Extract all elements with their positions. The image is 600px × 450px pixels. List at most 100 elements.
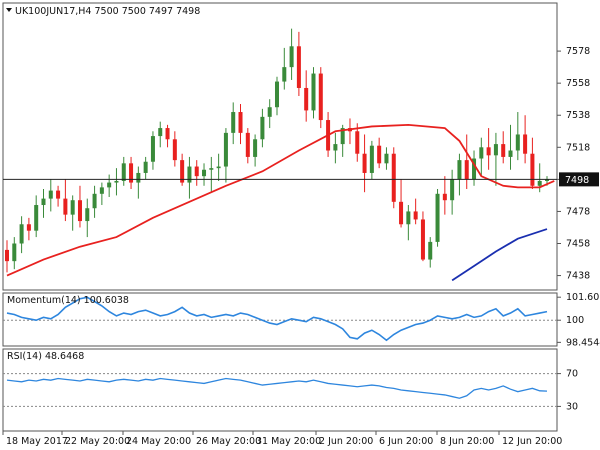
x-tick-label: 26 May 20:00 (196, 436, 261, 447)
candle-body (107, 182, 112, 188)
candle-body (172, 139, 177, 161)
x-tick-label: 2 Jun 20:00 (319, 436, 373, 447)
candle-body (158, 128, 163, 137)
candle-body (99, 187, 104, 194)
momentum-tick-label: 100 (566, 315, 584, 326)
x-tick-label: 31 May 20:00 (256, 436, 321, 447)
momentum-tick-label: 98.4544 (566, 337, 600, 348)
candle-body (442, 193, 447, 201)
candle-body (231, 112, 236, 133)
candle-body (450, 179, 455, 201)
candle-body (41, 198, 46, 206)
candle-body (296, 46, 301, 88)
candle-body (34, 205, 39, 231)
candle-body (238, 112, 243, 133)
candle-body (187, 166, 192, 183)
momentum-line (6, 296, 548, 342)
candle-body (216, 166, 221, 169)
momentum-tick-label: 101.6073 (566, 292, 600, 303)
candle-body (129, 163, 134, 183)
candle-body (428, 241, 433, 260)
candle-body (267, 107, 272, 117)
dropdown-arrow-icon (6, 8, 12, 12)
candle-body (406, 211, 411, 225)
candle-body (223, 132, 228, 167)
candle-body (70, 200, 75, 215)
candle-body (12, 243, 17, 262)
rsi-tick-label: 70 (566, 369, 578, 380)
candle-body (384, 153, 389, 164)
candle-body (209, 168, 214, 170)
candle-body (194, 166, 199, 177)
candle-body (77, 200, 82, 222)
candle-body (165, 128, 170, 140)
candle-body (340, 128, 345, 145)
candle-body (377, 145, 382, 164)
y-tick-label: 7518 (566, 142, 590, 153)
candle-body (282, 67, 287, 82)
candle-body (457, 160, 462, 180)
rsi-line (6, 377, 548, 399)
candle-body (420, 219, 425, 260)
candle-body (19, 224, 24, 244)
y-tick-label: 7438 (566, 271, 590, 282)
slow-moving-average-line (451, 228, 548, 282)
x-tick-label: 18 May 2017 (6, 436, 68, 447)
candle-body (260, 116, 265, 140)
x-tick-label: 22 May 20:00 (65, 436, 130, 447)
candle-body (399, 201, 404, 225)
candle-body (48, 190, 53, 199)
candle-body (355, 131, 360, 154)
candle-body (85, 208, 90, 222)
x-tick-label: 8 Jun 20:00 (440, 436, 494, 447)
candle-body (479, 147, 484, 159)
candle-body (362, 153, 367, 173)
candle-body (274, 81, 280, 108)
momentum-title: Momentum(14) 100.6038 (7, 295, 129, 306)
candle-body (180, 160, 185, 183)
y-tick-label: 7538 (566, 110, 590, 121)
candle-body (304, 87, 309, 111)
current-price-badge (559, 172, 599, 187)
candle-body (333, 144, 338, 151)
candle-body (523, 134, 528, 154)
candle-body (391, 153, 396, 202)
candle-body (493, 144, 498, 156)
y-tick-label: 7578 (566, 46, 590, 57)
candle-body (472, 158, 477, 180)
candle-body (544, 179, 550, 181)
rsi-title: RSI(14) 48.6468 (7, 351, 84, 362)
panel-frame-main (2, 2, 558, 291)
x-tick-label: 24 May 20:00 (126, 436, 191, 447)
candle-body (4, 249, 10, 262)
candle-body (63, 198, 68, 215)
candle-body (253, 139, 258, 157)
candle-body (515, 134, 520, 151)
x-tick-label: 6 Jun 20:00 (379, 436, 433, 447)
candle-body (486, 147, 491, 156)
candle-body (143, 161, 148, 173)
candle-body (114, 180, 119, 183)
rsi-tick-label: 30 (566, 401, 578, 412)
current-price-label: 7498 (565, 175, 589, 186)
candle-body (136, 172, 141, 183)
candle-body (508, 150, 513, 157)
candle-body (530, 153, 535, 186)
chart-header: UK100JUN17,H4 7500 7500 7497 7498 (15, 6, 200, 17)
candle-body (435, 193, 440, 242)
y-tick-label: 7478 (566, 206, 590, 217)
candle-body (413, 211, 418, 220)
y-tick-label: 7458 (566, 239, 590, 250)
y-tick-label: 7558 (566, 78, 590, 89)
candle-body (369, 145, 374, 173)
candle-body (202, 169, 207, 177)
candle-body (56, 190, 61, 199)
candle-body (318, 73, 323, 121)
candle-body (121, 163, 126, 181)
fast-moving-average-line (6, 123, 555, 277)
candle-body (26, 224, 31, 231)
candle-body (501, 144, 506, 157)
candle-body (464, 160, 469, 180)
candle-body (311, 73, 316, 111)
